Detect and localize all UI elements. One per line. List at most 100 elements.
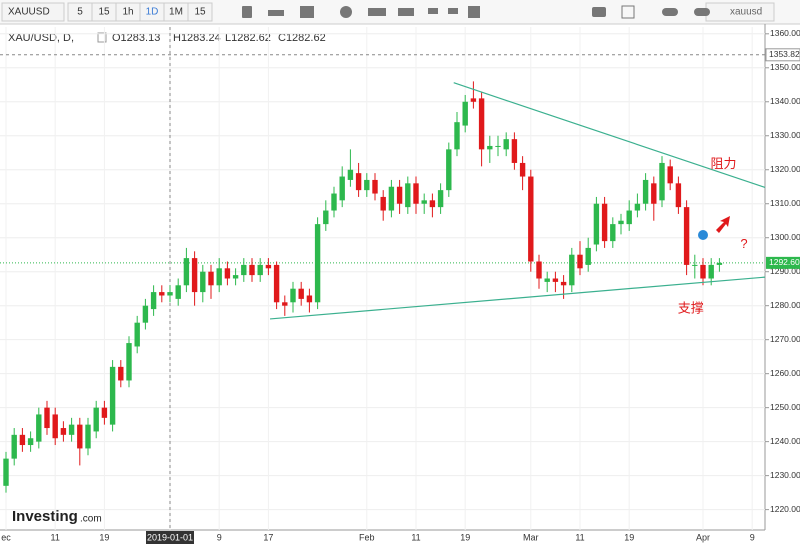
candle-body [405,183,411,208]
interval-label: 15 [98,7,110,18]
candle-body [462,101,468,126]
candle-body [478,98,485,150]
y-tick-label: 1330.00 [770,130,800,140]
candle-body [675,183,682,208]
candle-body [159,292,165,296]
x-tick-label: 2019-01-01 [147,532,193,542]
candle-body [331,193,337,211]
legend-open: O1283.13 [112,32,160,44]
candle-body [536,261,542,279]
annotation: 支撑 [678,301,704,316]
candle-body [85,424,91,449]
candle-body [667,166,673,184]
candle-body [249,264,255,276]
event-marker[interactable] [698,230,708,240]
interval-label: 1h [122,7,133,18]
candle-body [454,122,460,150]
candle-body [134,322,140,347]
candle-body [503,139,509,150]
legend-symbol: XAU/USD, D, [8,32,74,44]
y-tick-label: 1260.00 [770,368,800,378]
candle-body [626,210,632,225]
legend-icon [97,32,107,43]
x-tick-label: 11 [411,532,420,542]
y-tick-label: 1320.00 [770,164,800,174]
candle-body [77,424,83,449]
arrow [716,216,730,233]
candle-body [191,258,198,293]
candle-body [634,203,641,211]
candle-body [364,179,370,191]
toolbar-icons [242,5,710,19]
y-tick-label: 1230.00 [770,470,800,480]
candle-body [93,407,99,432]
candle-body [429,200,436,208]
candle-body [470,98,477,102]
candle-body [610,224,616,242]
x-tick-label: 11 [51,532,60,542]
y-tick-label: 1340.00 [770,96,800,106]
interval-label: 1M [169,7,183,18]
x-tick-label: 17 [263,532,273,542]
candle-body [175,285,181,299]
candle-body [60,428,67,435]
interval-label: 1D [146,7,159,18]
candle-body [560,281,567,286]
interval-label: 15 [194,7,206,18]
candle-body [142,305,149,323]
candle-body [232,275,239,279]
y-tick-label: 1360.00 [770,28,800,38]
candle-body [339,176,345,201]
last-price-box [766,256,800,269]
candle-body [241,264,247,276]
x-tick-label: 11 [575,532,584,542]
candle-body [577,254,583,269]
candle-body [306,295,313,303]
crosshair-box [765,48,800,62]
candle-body [708,264,714,279]
candle-body [446,149,452,191]
candle-body [692,264,698,266]
x-tick-label: 9 [750,532,755,542]
candle-body [282,302,288,306]
candle-body [126,343,132,381]
symbol-box[interactable] [1,2,65,22]
candle-body [601,203,608,242]
candle-body [618,220,624,225]
candle-body [659,162,665,201]
y-tick-label: 1220.00 [770,504,800,514]
y-tick-label: 1280.00 [770,300,800,310]
trendline [269,276,766,320]
y-tick-label: 1250.00 [770,402,800,412]
x-tick-label: Feb [359,532,375,542]
x-tick-label: 19 [99,532,109,542]
y-tick-label: 1350.00 [770,62,800,72]
annotation: 阻力 [710,156,736,171]
candle-body [44,407,50,429]
candle-body [224,268,231,279]
candle-body [700,264,706,279]
interval-label: 5 [77,7,83,18]
candle-body [68,424,75,435]
candle-body [585,247,591,265]
candle-body [19,434,26,446]
legend-low: L1282.62 [225,32,271,44]
candle-body [511,139,518,163]
candle-body [208,271,214,286]
interval-button[interactable] [187,2,213,22]
y-tick-label: 1290.00 [770,266,800,276]
candle-body [528,176,534,262]
x-tick-label: 19 [460,532,470,542]
x-tick-label: 19 [624,532,634,542]
candle-body [36,414,42,442]
candle-body [298,288,304,299]
candle-body [27,438,34,446]
trendline [453,82,766,188]
candle-body [3,458,9,486]
x-crosshair-box [146,531,194,544]
annotation: ? [740,236,747,251]
crosshair-label: 1353.82 [769,49,800,59]
candle-body [355,173,362,191]
candle-body [437,190,444,208]
candle-body [683,207,690,265]
